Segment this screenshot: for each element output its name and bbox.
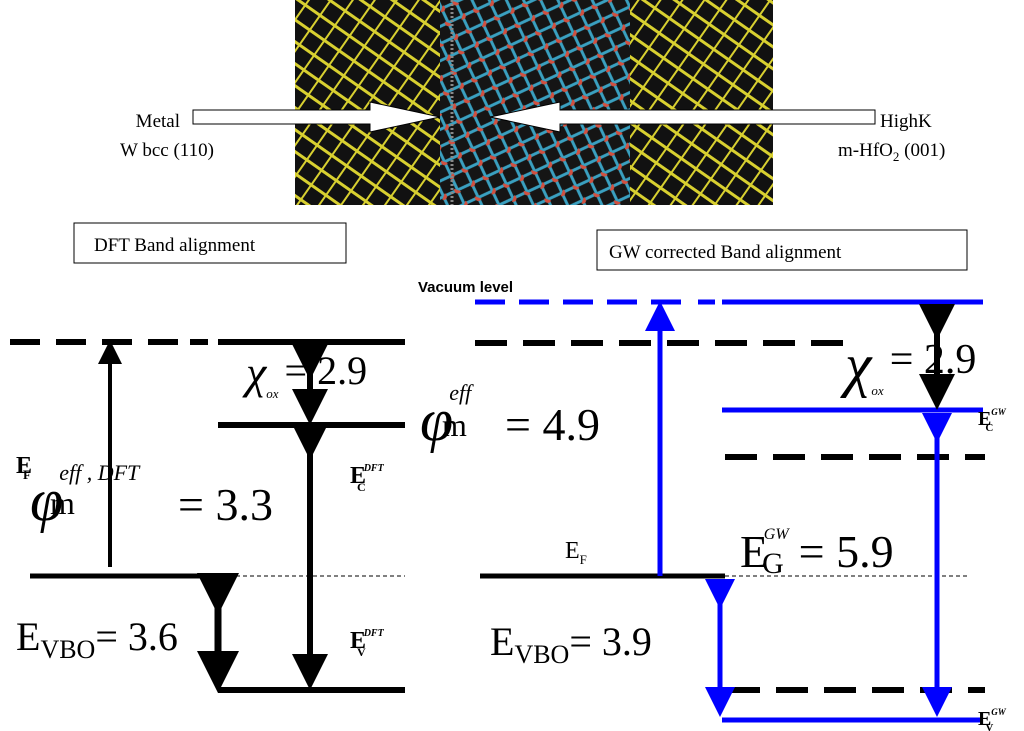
ef-label: EF [16, 453, 32, 482]
ev-label: EVDFT [350, 628, 385, 659]
phi-sub: m [442, 407, 467, 443]
phi-label: φeff , DFT [30, 460, 141, 533]
ef-label: EF [565, 538, 587, 567]
metal-label: Metal [136, 111, 180, 132]
ec-label: ECDFT [350, 463, 385, 494]
phi-value: = 3.3 [178, 479, 273, 530]
dft-title: DFT Band alignment [94, 235, 256, 256]
eg-label: EGGW= 5.9 [740, 526, 894, 580]
chi-label: χox= 2.9 [242, 347, 367, 401]
vacuum-label: Vacuum level [418, 279, 513, 296]
ec-label: ECGW [978, 407, 1007, 434]
chi-label: χox= 2.9 [840, 332, 976, 398]
ev-label: EVGW [978, 707, 1007, 731]
gw-title: GW corrected Band alignment [609, 242, 842, 263]
phi-value: = 4.9 [505, 399, 600, 450]
metal-label: W bcc (110) [120, 140, 214, 161]
vbo-label: EVBO= 3.9 [490, 619, 652, 669]
highk-label: m-HfO2 (001) [838, 140, 945, 164]
structure-image [295, 0, 773, 205]
vbo-label: EVBO= 3.6 [16, 614, 178, 664]
highk-label: HighK [880, 111, 932, 132]
figure: Metal W bcc (110) HighK m-HfO2 (001) DFT… [0, 0, 1024, 731]
phi-sub: m [50, 485, 75, 521]
